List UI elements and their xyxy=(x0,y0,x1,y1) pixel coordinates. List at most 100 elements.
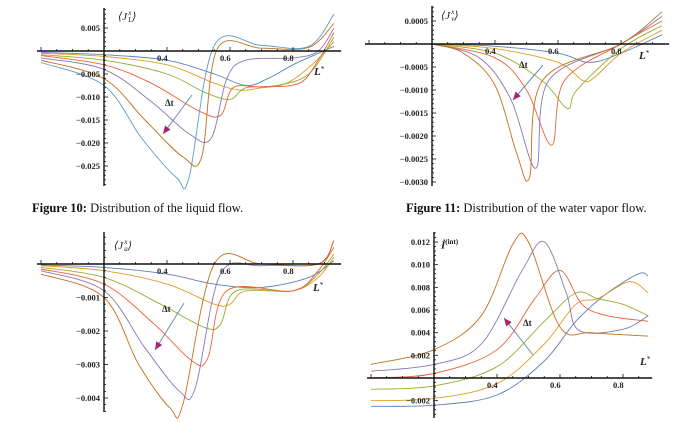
delta-t-arrow-head-icon xyxy=(163,125,171,134)
delta-t-arrow-shaft xyxy=(162,94,193,135)
sup: * xyxy=(320,66,324,73)
series-curve xyxy=(40,247,335,367)
x-tick-label: 0.8 xyxy=(283,266,294,276)
y-tick-label: 0.012 xyxy=(411,237,430,247)
x-tick-label: 0.6 xyxy=(550,380,561,390)
y-tick-label: 0.008 xyxy=(411,282,430,292)
bracket: ⟨ xyxy=(114,240,119,252)
delta-t-arrow-head-icon xyxy=(155,341,163,350)
series-curve xyxy=(40,253,335,331)
y-tick-label: −0.001 xyxy=(76,293,100,303)
sup: * xyxy=(646,356,650,363)
y-tick-label: −0.005 xyxy=(76,69,100,79)
bracket: ⟩ xyxy=(132,11,137,23)
y-tick-label: −0.002 xyxy=(76,326,100,336)
figure-11-caption: Figure 11: Distribution of the water vap… xyxy=(406,201,647,216)
caption-text: Distribution of the liquid flow. xyxy=(86,201,244,215)
x-tick-label: 0.8 xyxy=(283,53,294,63)
symbol: L xyxy=(639,50,646,62)
caption-label: Figure 10: xyxy=(32,201,87,215)
y-tick-label: −0.002 xyxy=(406,396,430,406)
series-curve xyxy=(431,34,663,63)
x-tick-label: 0.8 xyxy=(613,380,624,390)
x-axis-label: L* xyxy=(314,66,324,78)
x-tick-label: 0.6 xyxy=(548,46,559,56)
x-tick-label: 0.6 xyxy=(220,266,231,276)
series-curve xyxy=(431,25,663,109)
sub: L xyxy=(128,16,133,25)
series-curve xyxy=(40,240,335,419)
y-tick-label: 0.006 xyxy=(411,305,430,315)
x-tick-label: 0.4 xyxy=(487,380,498,390)
y-axis-label-interface-rate: İ(int) xyxy=(441,238,458,252)
sub: a xyxy=(124,245,128,254)
symbol: J xyxy=(445,10,451,22)
series-curve xyxy=(40,257,335,307)
series-curve xyxy=(40,13,335,190)
x-tick-label: 0.6 xyxy=(220,53,231,63)
delta-t-arrow-shaft xyxy=(154,302,185,351)
symbol: L xyxy=(640,356,647,368)
y-tick-label: −0.0010 xyxy=(400,85,428,95)
bracket: ⟨ xyxy=(441,10,446,22)
y-tick-label: −0.004 xyxy=(76,393,101,403)
x-tick-label: 0.4 xyxy=(157,53,168,63)
y-axis-label-liquid-flow: ⟨J x L ⟩ xyxy=(118,10,136,24)
x-axis-label: L* xyxy=(640,356,650,368)
sub: v xyxy=(451,15,455,24)
series-curve xyxy=(370,232,649,365)
delta-t-arrow-head-icon xyxy=(504,318,512,327)
series-curve xyxy=(431,16,663,169)
series-curve xyxy=(40,23,335,167)
x-axis-label: L* xyxy=(313,282,323,294)
series-curve xyxy=(431,11,663,182)
series-curve xyxy=(370,269,649,379)
symbol: L xyxy=(314,66,321,78)
symbol: J xyxy=(118,240,124,252)
y-tick-label: −0.015 xyxy=(76,115,100,125)
y-axis-label-air-flow: ⟨J x a ⟩ xyxy=(114,239,132,253)
series-curve xyxy=(370,272,649,407)
figure-10-caption: Figure 10: Distribution of the liquid fl… xyxy=(32,201,243,216)
y-tick-label: 0.0005 xyxy=(405,16,428,26)
symbol: İ xyxy=(441,239,446,252)
series-curve xyxy=(370,240,649,372)
y-tick-label: −0.0005 xyxy=(400,62,428,72)
series-curve xyxy=(431,29,663,83)
series-curve xyxy=(40,27,335,144)
y-tick-label: −0.025 xyxy=(76,161,100,171)
series-curve xyxy=(40,41,335,91)
x-tick-label: 0.8 xyxy=(611,46,622,56)
x-tick-label: 0.4 xyxy=(485,46,496,56)
caption-text: Distribution of the water vapor flow. xyxy=(460,201,647,215)
delta-t-arrow-head-icon xyxy=(513,91,521,100)
y-tick-label: −0.010 xyxy=(76,92,100,102)
series-curve xyxy=(370,281,649,402)
y-tick-label: 0.004 xyxy=(411,328,431,338)
y-tick-label: −0.0015 xyxy=(400,108,428,118)
delta-t-label: Δt xyxy=(165,98,174,108)
sup: x xyxy=(124,238,128,247)
y-tick-label: −0.020 xyxy=(76,138,100,148)
symbol: L xyxy=(313,282,320,294)
series-curve xyxy=(40,36,335,100)
delta-t-label: Δt xyxy=(162,304,171,314)
sup: x xyxy=(128,9,132,18)
series-curve xyxy=(370,291,649,390)
sup: x xyxy=(451,8,455,17)
bracket: ⟩ xyxy=(454,10,459,22)
y-tick-label: 0.005 xyxy=(81,23,100,33)
bracket: ⟩ xyxy=(127,240,132,252)
sup: (int) xyxy=(445,238,459,246)
y-tick-label: 0.002 xyxy=(411,350,430,360)
delta-t-label: Δt xyxy=(519,60,528,70)
y-tick-label: −0.0030 xyxy=(400,177,428,187)
y-tick-label: −0.0020 xyxy=(400,131,428,141)
symbol: J xyxy=(122,11,128,23)
y-tick-label: −0.003 xyxy=(76,360,100,370)
bracket: ⟨ xyxy=(118,11,123,23)
caption-label: Figure 11: xyxy=(406,201,461,215)
sup: * xyxy=(319,282,323,289)
